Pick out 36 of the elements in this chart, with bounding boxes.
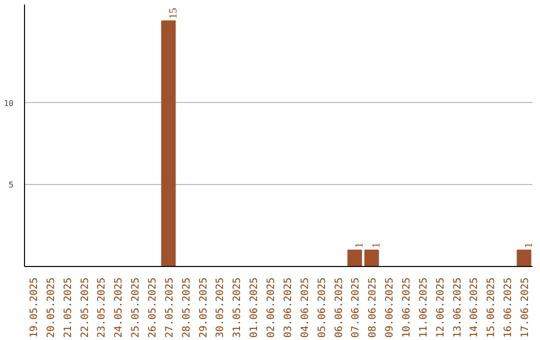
y-tick-label: 10 (4, 98, 14, 108)
x-tick-label: 09.06.2025 (384, 277, 396, 338)
x-tick-label: 10.06.2025 (402, 277, 412, 338)
x-tick-label: 24.05.2025 (114, 277, 125, 338)
data-label: 1 (354, 242, 366, 248)
x-tick-label: 25.05.2025 (130, 277, 142, 338)
x-tick-label: 21.05.2025 (62, 277, 74, 338)
x-tick-label: 15.06.2025 (486, 277, 498, 338)
x-tick-label: 02.06.2025 (266, 277, 278, 338)
x-tick-label: 12.06.2025 (435, 277, 446, 338)
x-tick-label: 29.05.2025 (198, 277, 210, 338)
x-tick-label: 05.06.2025 (316, 277, 328, 338)
x-tick-label: 01.06.2025 (249, 277, 260, 338)
data-label: 1 (370, 242, 383, 248)
x-tick-label: 19.05.2025 (28, 277, 40, 338)
x-tick-label: 08.06.2025 (368, 277, 379, 338)
x-tick-label: 26.05.2025 (148, 277, 158, 338)
x-tick-label: 14.06.2025 (469, 277, 480, 338)
x-tick-label: 30.05.2025 (215, 277, 226, 338)
x-tick-label: 23.05.2025 (96, 277, 108, 338)
y-tick-label: 5 (8, 180, 14, 190)
x-tick-label: 20.05.2025 (46, 277, 57, 338)
data-label: 15 (167, 7, 180, 19)
x-tick-label: 07.06.2025 (350, 277, 362, 338)
x-tick-label: 27.05.2025 (164, 277, 176, 338)
x-tick-label: 03.06.2025 (282, 277, 294, 338)
x-tick-label: 31.05.2025 (232, 277, 244, 338)
x-tick-label: 04.06.2025 (300, 277, 311, 338)
data-label: 1 (523, 242, 536, 248)
x-tick-label: 17.06.2025 (520, 277, 532, 338)
x-tick-label: 16.06.2025 (503, 277, 514, 338)
x-tick-label: 11.06.2025 (418, 277, 430, 338)
x-tick-label: 28.05.2025 (181, 277, 192, 338)
x-tick-label: 13.06.2025 (452, 277, 464, 338)
x-tick-label: 22.05.2025 (80, 277, 91, 338)
x-tick-label: 06.06.2025 (334, 277, 345, 338)
